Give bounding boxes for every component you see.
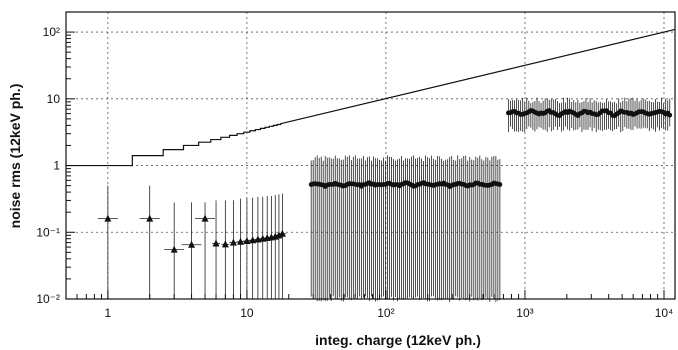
- tick-marks: [65, 11, 665, 300]
- circle-point: [667, 112, 673, 118]
- triangle-point: [237, 237, 245, 245]
- triangle-point: [201, 214, 209, 222]
- triangle-point: [212, 239, 220, 247]
- y-tick-label: 10⁻¹: [36, 225, 60, 239]
- y-tick-label: 10⁻²: [36, 292, 60, 306]
- y-tick-label: 10²: [43, 25, 60, 39]
- plot-frame: [65, 11, 676, 300]
- reference-curve: [66, 28, 676, 167]
- circle-point: [497, 182, 503, 187]
- triangle-point: [170, 245, 178, 253]
- triangle-point: [221, 240, 229, 248]
- y-tick-label: 10: [47, 92, 61, 106]
- x-tick-label: 10: [240, 306, 254, 320]
- x-tick-labels: 1 10 10² 10³ 10⁴: [105, 306, 674, 320]
- triangle-point: [249, 236, 257, 244]
- y-tick-labels: 10⁻² 10⁻¹ 1 10 10²: [36, 25, 60, 306]
- triangle-point: [146, 214, 154, 222]
- data-points: [104, 108, 673, 253]
- curve-layer: [66, 28, 676, 167]
- error-bars: [97, 97, 671, 302]
- triangle-point: [104, 214, 112, 222]
- triangle-point: [188, 240, 196, 248]
- triangle-point: [229, 238, 237, 246]
- y-tick-label: 1: [53, 159, 60, 173]
- triangle-point: [254, 235, 262, 243]
- x-tick-label: 10²: [377, 306, 394, 320]
- triangle-point: [243, 236, 251, 244]
- x-tick-label: 10⁴: [655, 306, 674, 320]
- x-tick-label: 10³: [516, 306, 533, 320]
- y-axis-title: noise rms (12keV ph.): [7, 84, 23, 229]
- triangle-point: [278, 229, 286, 237]
- x-axis-title: integ. charge (12keV ph.): [315, 332, 481, 348]
- x-tick-label: 1: [105, 306, 112, 320]
